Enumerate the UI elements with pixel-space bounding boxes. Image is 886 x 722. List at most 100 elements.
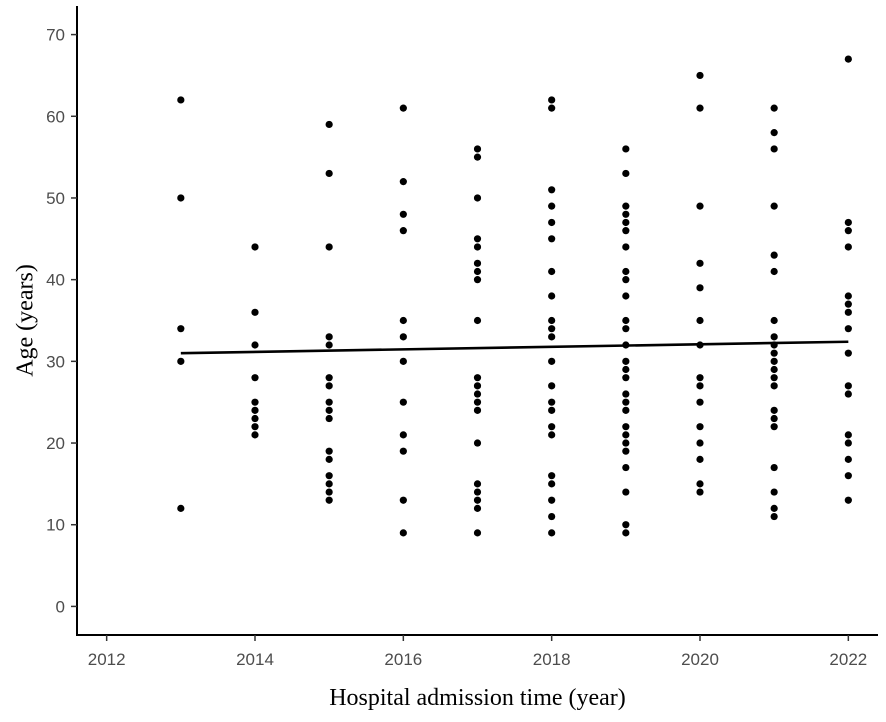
data-point — [696, 104, 704, 112]
data-point — [251, 243, 259, 251]
data-point — [622, 145, 630, 153]
data-point — [325, 496, 333, 504]
data-point — [770, 333, 778, 341]
data-point — [770, 349, 778, 357]
data-point — [696, 382, 704, 390]
data-point — [399, 210, 407, 218]
data-point — [325, 488, 333, 496]
data-point — [548, 431, 556, 439]
data-point — [325, 414, 333, 423]
data-point — [844, 325, 852, 333]
data-point — [251, 406, 259, 414]
data-point — [325, 374, 333, 382]
x-axis-ticks: 2012 2014 2016 2018 2020 2022 — [88, 635, 867, 669]
data-point — [473, 504, 482, 512]
data-point — [473, 243, 482, 251]
data-point — [844, 300, 852, 308]
data-point — [696, 374, 704, 382]
data-point — [622, 423, 630, 431]
data-point — [844, 218, 852, 227]
data-point — [770, 382, 778, 390]
data-point — [696, 423, 704, 431]
x-tick-label: 2018 — [533, 650, 571, 669]
data-point — [844, 382, 852, 390]
data-point — [325, 243, 333, 251]
y-axis-ticks: 0 10 20 30 40 50 60 70 — [46, 26, 77, 616]
data-point — [622, 398, 630, 406]
data-point — [548, 512, 556, 521]
data-point — [622, 365, 630, 374]
data-point — [548, 472, 556, 480]
data-point — [548, 325, 556, 333]
data-point — [844, 227, 852, 235]
data-point — [177, 194, 185, 202]
data-point — [177, 96, 185, 104]
data-point — [251, 374, 259, 382]
data-point — [770, 267, 778, 276]
data-point — [844, 455, 852, 463]
data-point — [251, 398, 259, 406]
data-point — [696, 316, 704, 325]
data-point — [548, 104, 556, 112]
data-point — [844, 243, 852, 251]
data-point — [548, 423, 556, 431]
data-point — [622, 439, 630, 447]
data-point — [325, 169, 333, 178]
data-point — [770, 129, 778, 137]
data-point — [473, 390, 482, 398]
data-point — [622, 292, 630, 300]
data-point — [399, 431, 407, 439]
data-point — [548, 406, 556, 414]
data-point — [325, 333, 333, 341]
data-point — [844, 55, 852, 63]
x-tick-label: 2014 — [236, 650, 274, 669]
trend-line — [180, 340, 849, 355]
data-points — [177, 55, 852, 537]
data-point — [473, 406, 482, 414]
x-axis-title: Hospital admission time (year) — [329, 685, 626, 711]
data-point — [770, 406, 778, 414]
data-point — [622, 243, 630, 251]
data-point — [251, 423, 259, 431]
data-point — [770, 488, 778, 496]
data-point — [325, 120, 333, 129]
data-point — [473, 194, 482, 202]
data-point — [473, 145, 482, 153]
data-point — [548, 292, 556, 300]
data-point — [622, 276, 630, 284]
data-point — [622, 227, 630, 235]
y-tick-label: 10 — [46, 516, 65, 535]
data-point — [696, 455, 704, 463]
data-point — [251, 414, 259, 423]
data-point — [770, 463, 778, 472]
data-point — [473, 382, 482, 390]
data-point — [548, 218, 556, 227]
data-point — [844, 472, 852, 480]
data-point — [696, 284, 704, 292]
data-point — [251, 431, 259, 439]
data-point — [696, 259, 704, 267]
data-point — [770, 104, 778, 112]
data-point — [770, 145, 778, 153]
data-point — [622, 431, 630, 439]
data-point — [622, 529, 630, 537]
data-point — [473, 496, 482, 504]
data-point — [473, 398, 482, 406]
data-point — [325, 480, 333, 488]
data-point — [770, 414, 778, 423]
data-point — [622, 316, 630, 325]
data-point — [473, 316, 482, 325]
data-point — [844, 439, 852, 447]
data-point — [399, 227, 407, 235]
data-point — [548, 496, 556, 504]
data-point — [473, 276, 482, 284]
data-point — [622, 463, 630, 472]
data-point — [548, 333, 556, 341]
data-point — [770, 512, 778, 521]
data-point — [251, 341, 259, 349]
data-point — [399, 104, 407, 112]
data-point — [473, 374, 482, 382]
data-point — [325, 455, 333, 463]
data-point — [622, 390, 630, 398]
